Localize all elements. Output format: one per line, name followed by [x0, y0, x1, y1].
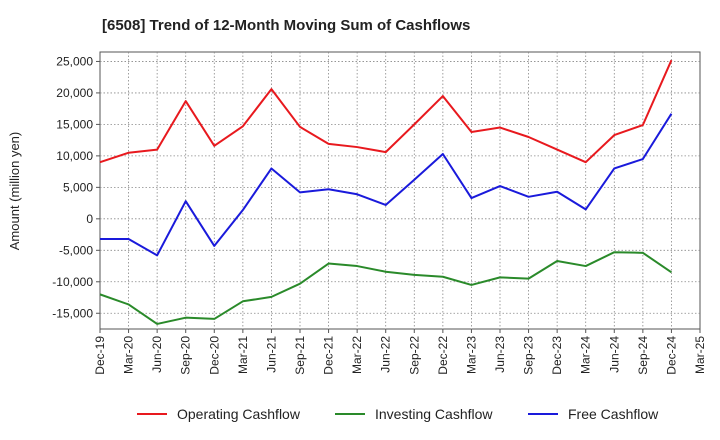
- x-tick-label: Sep-24: [636, 336, 650, 375]
- grid: [100, 52, 700, 329]
- x-tick-label: Sep-21: [293, 336, 307, 375]
- y-tick-label: 0: [86, 212, 93, 226]
- series-lines: [99, 59, 673, 325]
- y-axis-label: Amount (million yen): [7, 132, 22, 251]
- x-tick-label: Sep-23: [522, 336, 536, 375]
- x-tick-label: Dec-20: [207, 336, 221, 375]
- legend-label: Free Cashflow: [568, 406, 659, 422]
- y-tick-label: -15,000: [52, 306, 93, 320]
- x-tick-label: Dec-19: [93, 336, 107, 375]
- x-tick-label: Jun-23: [493, 336, 507, 373]
- x-tick-label: Mar-25: [693, 336, 707, 374]
- x-tick-label: Jun-20: [150, 336, 164, 373]
- y-tick-label: 10,000: [56, 149, 93, 163]
- y-tick-label: 15,000: [56, 117, 93, 131]
- x-tick-label: Dec-22: [436, 336, 450, 375]
- y-tick-label: -5,000: [59, 243, 93, 257]
- x-tick-label: Mar-24: [579, 336, 593, 374]
- series-line: [99, 59, 673, 164]
- x-tick-label: Jun-21: [264, 336, 278, 373]
- y-tick-label: 25,000: [56, 54, 93, 68]
- x-axis-ticks: Dec-19 Mar-20 Jun-20 Sep-20 Dec-20 Mar-21 Jun-…: [93, 329, 707, 375]
- x-tick-label: Dec-23: [550, 336, 564, 375]
- y-tick-label: 20,000: [56, 86, 93, 100]
- x-tick-label: Jun-24: [607, 336, 621, 373]
- x-tick-label: Mar-20: [122, 336, 136, 374]
- x-tick-label: Jun-22: [379, 336, 393, 373]
- plot-area: [99, 51, 701, 330]
- legend-label: Operating Cashflow: [177, 406, 301, 422]
- x-tick-label: Dec-24: [664, 336, 678, 375]
- x-tick-label: Dec-21: [322, 336, 336, 375]
- x-tick-label: Mar-21: [236, 336, 250, 374]
- chart-title: [6508] Trend of 12-Month Moving Sum of C…: [102, 17, 470, 34]
- x-tick-label: Mar-22: [350, 336, 364, 374]
- y-tick-label: 5,000: [63, 180, 93, 194]
- x-tick-label: Sep-20: [179, 336, 193, 375]
- series-line: [100, 113, 673, 257]
- legend: Operating Cashflow Investing Cashflow Free…: [137, 406, 659, 422]
- y-axis-ticks: 25,000 20,000 15,000 10,000 5,000 0 -5,000 -10,…: [52, 54, 100, 320]
- x-tick-label: Mar-23: [464, 336, 478, 374]
- y-tick-label: -10,000: [52, 275, 93, 289]
- x-tick-label: Sep-22: [407, 336, 421, 375]
- legend-label: Investing Cashflow: [375, 406, 493, 422]
- series-line: [99, 251, 672, 325]
